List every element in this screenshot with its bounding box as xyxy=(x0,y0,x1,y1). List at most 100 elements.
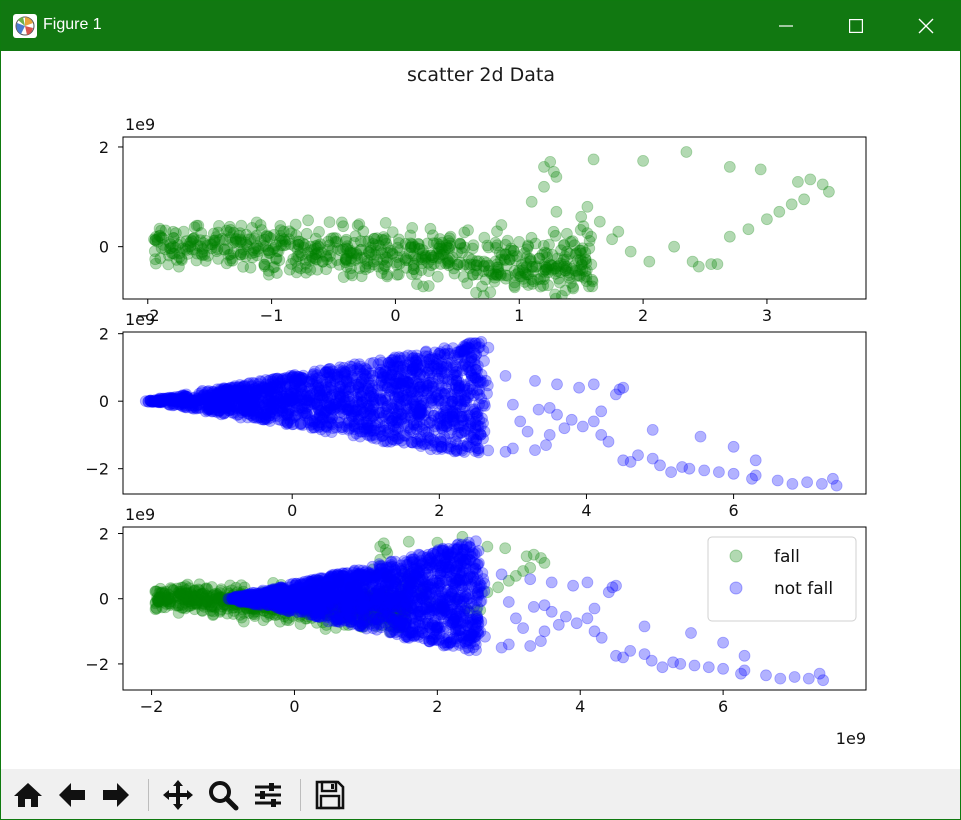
scatter-point xyxy=(471,375,484,388)
scatter-point xyxy=(542,279,554,292)
scatter-point xyxy=(414,360,427,373)
scatter-point xyxy=(458,241,471,254)
scatter-point xyxy=(217,402,230,415)
scatter-point xyxy=(463,441,476,454)
scatter-point xyxy=(450,444,463,457)
scatter-point xyxy=(576,258,588,271)
scatter-point xyxy=(342,403,355,416)
scatter-point xyxy=(383,389,396,401)
scatter-point xyxy=(434,412,447,425)
scatter-point xyxy=(279,378,292,390)
scatter-point xyxy=(223,395,236,407)
scatter-point xyxy=(435,441,447,454)
scatter-point xyxy=(202,393,215,406)
scatter-point xyxy=(242,396,255,409)
scatter-point xyxy=(457,340,470,353)
maximize-button[interactable] xyxy=(821,1,891,51)
scatter-point xyxy=(288,409,301,422)
title-bar[interactable]: Figure 1 xyxy=(1,1,960,51)
scatter-point xyxy=(526,260,539,273)
scatter-point xyxy=(254,411,267,424)
scatter-point xyxy=(355,390,368,403)
scatter-point xyxy=(522,239,534,252)
scatter-point xyxy=(727,467,740,480)
scatter-point xyxy=(187,402,200,415)
scatter-point xyxy=(192,401,205,414)
scatter-point xyxy=(202,402,215,415)
scatter-point xyxy=(358,252,371,265)
scatter-point xyxy=(308,365,321,378)
scatter-point xyxy=(277,594,290,607)
scatter-point xyxy=(177,225,190,238)
scatter-point xyxy=(413,383,426,396)
scatter-point xyxy=(402,381,415,394)
scatter-point xyxy=(456,344,469,357)
scatter-point xyxy=(243,596,256,608)
scatter-point xyxy=(332,390,345,403)
scatter-point xyxy=(280,402,293,414)
scatter-point xyxy=(401,376,414,389)
scatter-point xyxy=(320,250,333,263)
scatter-point xyxy=(277,239,290,252)
scatter-point xyxy=(180,388,193,401)
scatter-point xyxy=(576,420,589,433)
scatter-point xyxy=(475,392,488,405)
close-button[interactable] xyxy=(891,1,961,51)
scatter-point xyxy=(519,266,532,279)
scatter-point xyxy=(273,401,286,414)
scatter-point xyxy=(339,394,352,407)
scatter-point xyxy=(248,588,261,601)
scatter-point xyxy=(234,233,247,246)
scatter-point xyxy=(182,240,195,253)
scatter-point xyxy=(447,407,460,420)
scatter-point xyxy=(293,394,306,407)
scatter-point xyxy=(381,435,394,448)
scatter-point xyxy=(155,396,168,408)
scatter-point xyxy=(340,605,353,618)
scatter-point xyxy=(151,395,164,407)
scatter-point xyxy=(265,598,278,610)
scatter-point xyxy=(396,354,409,367)
scatter-point xyxy=(310,248,323,260)
scatter-point xyxy=(155,587,168,600)
scatter-point xyxy=(337,220,350,233)
scatter-point xyxy=(241,405,253,417)
scatter-point xyxy=(477,417,489,430)
scatter-point xyxy=(212,396,225,409)
scatter-point xyxy=(264,406,277,419)
scatter-point xyxy=(212,386,225,399)
scatter-point xyxy=(266,397,279,410)
scatter-point xyxy=(385,369,398,382)
scatter-point xyxy=(336,421,349,434)
scatter-point xyxy=(513,264,525,277)
scatter-point xyxy=(176,389,189,402)
scatter-point xyxy=(149,395,162,408)
scatter-point xyxy=(300,396,313,409)
scatter-point xyxy=(313,416,326,429)
scatter-point xyxy=(266,403,279,415)
scatter-point xyxy=(191,247,203,260)
scatter-point xyxy=(432,379,445,392)
scatter-point xyxy=(149,253,162,266)
scatter-point xyxy=(206,238,219,251)
scatter-point xyxy=(291,408,304,420)
scatter-point xyxy=(303,414,316,427)
scatter-point xyxy=(344,607,356,619)
scatter-point xyxy=(260,229,273,242)
scatter-point xyxy=(170,253,183,266)
scatter-point xyxy=(569,264,581,277)
scatter-point xyxy=(173,390,186,403)
scatter-point xyxy=(400,252,413,265)
scatter-point xyxy=(324,402,337,415)
scatter-point xyxy=(244,392,257,405)
minimize-button[interactable] xyxy=(751,1,821,51)
scatter-point xyxy=(595,405,608,418)
scatter-point xyxy=(354,430,367,443)
scatter-point xyxy=(470,255,483,268)
scatter-point xyxy=(468,405,481,418)
scatter-point xyxy=(462,251,475,264)
scatter-point xyxy=(153,394,166,407)
figure-canvas[interactable]: scatter 2d Data −2 −1 0 1 2 3 2 0 1e9 0 2 4 6 2 0 −2 1e9… xyxy=(1,51,960,769)
scatter-point xyxy=(176,242,189,255)
scatter-point xyxy=(227,246,240,259)
